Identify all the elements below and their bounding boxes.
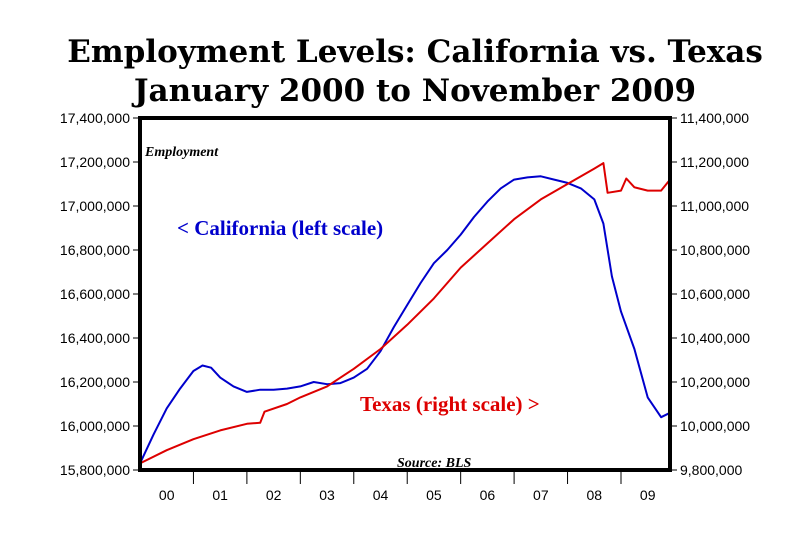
left-tick-label: 16,400,000: [60, 330, 130, 346]
right-tick-label: 11,200,000: [680, 154, 749, 170]
x-axis-ticks: 00 01 02 03 04 05 06 07 08 09: [159, 470, 656, 503]
right-tick-label: 10,800,000: [680, 242, 750, 258]
right-tick-label: 10,400,000: [680, 330, 750, 346]
left-tick-label: 16,800,000: [60, 242, 130, 258]
x-tick-label: 04: [373, 487, 389, 503]
x-tick-label: 02: [266, 487, 282, 503]
x-tick-label: 00: [159, 487, 175, 503]
left-tick-label: 17,200,000: [60, 154, 130, 170]
x-tick-label: 09: [640, 487, 656, 503]
left-tick-label: 16,000,000: [60, 418, 130, 434]
california-annotation: < California (left scale): [177, 216, 383, 240]
left-tick-label: 16,200,000: [60, 374, 130, 390]
source-label: Source: BLS: [397, 456, 472, 471]
right-tick-label: 11,000,000: [680, 198, 749, 214]
inner-axis-label: Employment: [144, 145, 219, 160]
left-tick-label: 17,400,000: [60, 110, 130, 126]
x-tick-label: 07: [533, 487, 549, 503]
right-tick-label: 10,600,000: [680, 286, 750, 302]
x-tick-label: 05: [426, 487, 442, 503]
chart-title: Employment Levels: California vs. Texas: [67, 34, 763, 70]
left-tick-label: 16,600,000: [60, 286, 130, 302]
right-tick-label: 10,200,000: [680, 374, 750, 390]
california-series-line: [139, 175, 671, 464]
series-layer: [139, 162, 671, 465]
x-tick-label: 01: [212, 487, 228, 503]
x-tick-label: 03: [319, 487, 335, 503]
x-tick-label: 06: [480, 487, 496, 503]
left-axis-ticks: 15,800,000 16,000,000 16,200,000 16,400,000…: [60, 110, 140, 478]
chart-subtitle: January 2000 to November 2009: [131, 73, 696, 109]
texas-series-line: [139, 162, 671, 465]
right-axis-ticks: 9,800,000 10,000,000 10,200,000 10,400,000 1…: [670, 110, 750, 478]
x-tick-label: 08: [586, 487, 602, 503]
texas-annotation: Texas (right scale) >: [360, 392, 540, 416]
right-tick-label: 11,400,000: [680, 110, 749, 126]
left-tick-label: 17,000,000: [60, 198, 130, 214]
plot-frame: [138, 116, 672, 472]
left-tick-label: 15,800,000: [60, 462, 130, 478]
right-tick-label: 9,800,000: [680, 462, 742, 478]
right-tick-label: 10,000,000: [680, 418, 750, 434]
